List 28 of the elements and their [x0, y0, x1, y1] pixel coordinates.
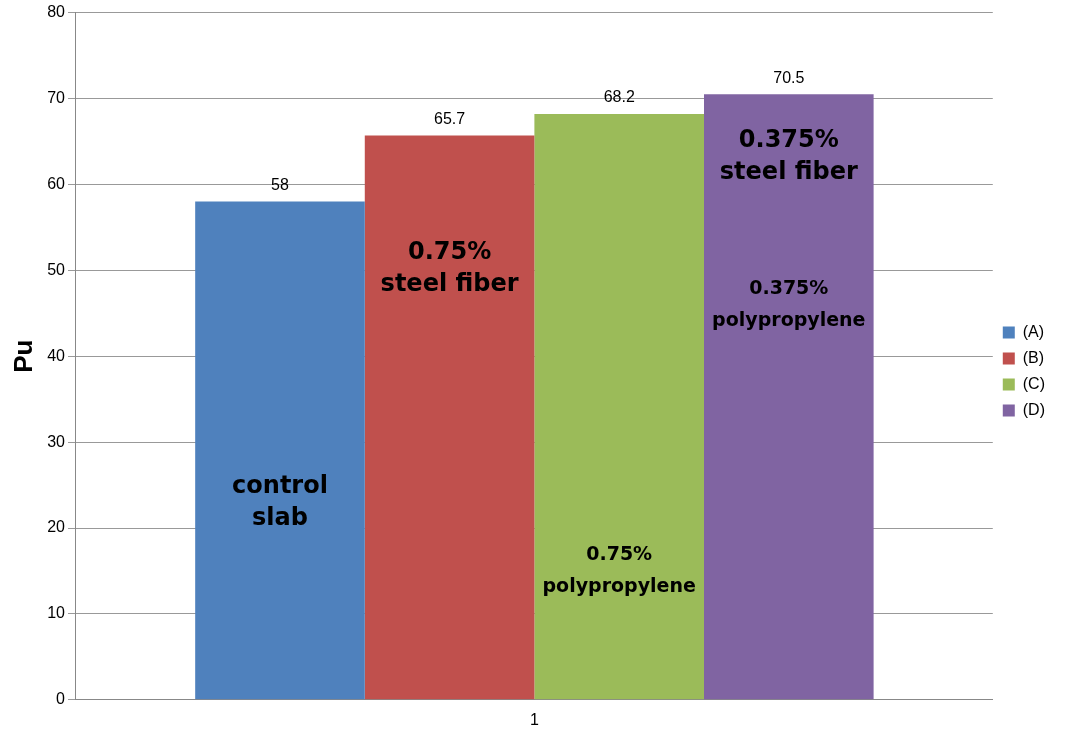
legend-label: (D)	[1022, 400, 1046, 418]
legend-label: (C)	[1022, 374, 1046, 392]
y-tick-label: 40	[47, 346, 66, 364]
y-tick-label: 20	[47, 518, 66, 536]
annotation: 0.75% polypropylene	[542, 542, 696, 597]
annotation: 0.375% steel fiber	[719, 124, 858, 185]
annotation: control slab	[232, 470, 328, 531]
x-tick-label: 1	[529, 710, 539, 728]
bar	[195, 201, 365, 700]
y-tick-label: 60	[47, 174, 66, 192]
legend-label: (B)	[1022, 348, 1045, 366]
bar	[704, 94, 874, 700]
bar	[534, 113, 704, 700]
y-tick-label: 50	[47, 260, 66, 278]
data-label: 70.5	[773, 68, 805, 86]
y-tick-label: 80	[47, 3, 66, 21]
bar	[364, 135, 535, 700]
y-tick-label: 70	[47, 88, 66, 106]
data-label: 58	[271, 175, 289, 193]
legend-label: (A)	[1022, 322, 1045, 340]
data-label: 65.7	[434, 109, 466, 127]
y-axis-title: Pu	[7, 339, 38, 373]
y-tick-label: 0	[56, 690, 66, 708]
y-tick-label: 10	[47, 604, 66, 622]
y-tick-label: 30	[47, 432, 66, 450]
annotation: 0.375% polypropylene	[712, 276, 866, 331]
data-label: 68.2	[603, 88, 635, 106]
annotation: 0.75% steel fiber	[380, 237, 519, 298]
